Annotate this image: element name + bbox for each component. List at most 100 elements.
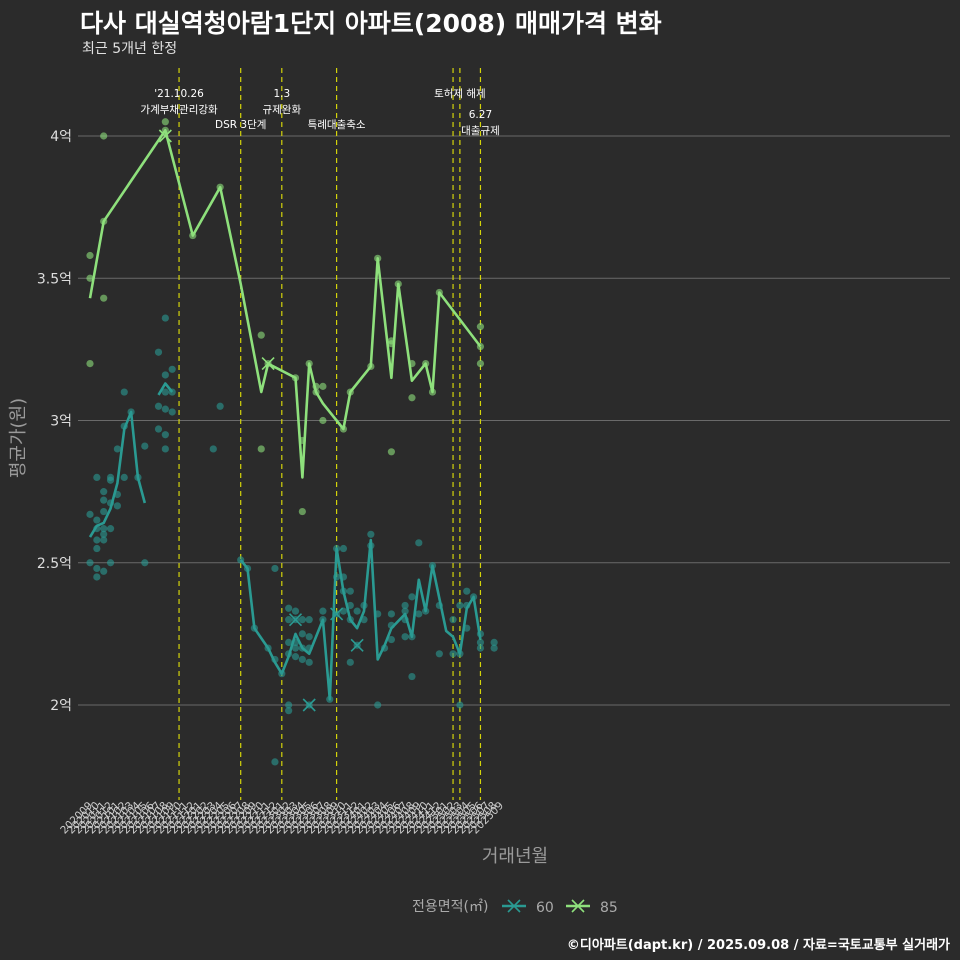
event-label: 대출규제 bbox=[461, 125, 500, 137]
data-point bbox=[106, 559, 115, 567]
cross-marker bbox=[350, 638, 364, 652]
y-tick-labels: 2억 2.5억 3억 3.5억 4억 bbox=[37, 129, 72, 714]
data-point bbox=[154, 348, 163, 356]
event-label: 토허제 해제 bbox=[434, 87, 486, 100]
data-point bbox=[435, 650, 443, 658]
data-point bbox=[291, 653, 300, 661]
data-point bbox=[408, 672, 416, 681]
data-point bbox=[100, 294, 108, 302]
y-tick-label: 4억 bbox=[50, 129, 72, 145]
event-label: 1.3 bbox=[273, 88, 290, 100]
data-point bbox=[463, 587, 471, 595]
data-point bbox=[161, 445, 169, 453]
data-point bbox=[209, 445, 217, 453]
y-axis-label: 평균가(원) bbox=[8, 398, 29, 478]
legend-swatch-cross bbox=[507, 899, 521, 913]
data-point bbox=[100, 488, 108, 496]
data-point bbox=[141, 559, 149, 567]
data-point bbox=[141, 442, 149, 450]
chart-subtitle: 최근 5개년 한정 bbox=[82, 41, 178, 57]
data-point bbox=[476, 360, 485, 368]
cross-marker bbox=[261, 357, 275, 371]
data-point bbox=[285, 604, 293, 612]
data-point bbox=[161, 405, 169, 413]
legend-label: 85 bbox=[600, 900, 618, 916]
data-point bbox=[271, 564, 279, 573]
data-point bbox=[339, 544, 348, 553]
legend-label: 60 bbox=[536, 900, 554, 916]
grid-lines bbox=[78, 135, 950, 706]
data-point bbox=[319, 416, 327, 425]
data-point bbox=[490, 644, 498, 652]
data-point bbox=[298, 655, 306, 664]
event-label: 6.27 bbox=[469, 109, 492, 121]
x-axis-label: 거래년월 bbox=[482, 846, 548, 867]
data-point bbox=[161, 314, 169, 322]
y-tick-label: 2.5억 bbox=[37, 556, 72, 572]
data-point bbox=[161, 118, 169, 126]
data-point bbox=[100, 536, 108, 544]
data-point bbox=[285, 616, 293, 624]
cross-marker bbox=[158, 129, 172, 143]
data-point bbox=[305, 658, 313, 666]
data-point bbox=[387, 610, 395, 618]
data-point bbox=[387, 448, 395, 456]
data-point bbox=[285, 701, 293, 709]
data-point bbox=[346, 658, 354, 666]
scatter-points bbox=[86, 118, 498, 766]
data-point bbox=[106, 476, 115, 484]
data-point bbox=[216, 402, 224, 410]
data-point bbox=[86, 274, 94, 282]
data-point bbox=[476, 323, 485, 331]
data-point bbox=[456, 701, 464, 709]
data-point bbox=[285, 707, 293, 715]
data-point bbox=[476, 644, 485, 652]
data-point bbox=[305, 633, 313, 641]
data-point bbox=[86, 251, 94, 260]
data-point bbox=[257, 445, 265, 453]
data-point bbox=[100, 507, 108, 516]
data-point bbox=[106, 525, 115, 533]
data-point bbox=[367, 530, 375, 538]
data-point bbox=[86, 559, 94, 567]
data-point bbox=[100, 496, 108, 504]
data-point bbox=[93, 544, 101, 553]
cross-markers bbox=[158, 129, 364, 712]
source-credit: ©디아파트(dapt.kr) / 2025.09.08 / 자료=국토교통부 실… bbox=[566, 938, 950, 953]
data-point bbox=[415, 610, 423, 618]
data-point bbox=[449, 616, 457, 624]
data-point bbox=[100, 567, 108, 575]
event-label: 규제완화 bbox=[262, 103, 301, 116]
y-tick-label: 2억 bbox=[50, 698, 72, 714]
data-point bbox=[120, 388, 128, 396]
event-label: '21.10.26 bbox=[154, 88, 204, 100]
data-point bbox=[86, 360, 94, 368]
data-point bbox=[93, 573, 101, 581]
data-point bbox=[319, 607, 327, 615]
data-point bbox=[161, 431, 169, 439]
series-line-85 bbox=[88, 129, 482, 479]
event-label: 특례대출축소 bbox=[308, 119, 366, 131]
legend-title: 전용면적(㎡) bbox=[412, 899, 488, 915]
cross-marker bbox=[330, 607, 344, 621]
data-point bbox=[346, 587, 354, 595]
data-point bbox=[285, 638, 293, 647]
data-point bbox=[298, 507, 306, 516]
data-point bbox=[319, 382, 327, 390]
data-point bbox=[120, 473, 128, 481]
data-point bbox=[374, 701, 382, 709]
data-point bbox=[415, 539, 423, 547]
data-point bbox=[257, 331, 265, 339]
legend-swatch-cross bbox=[571, 899, 585, 913]
data-point bbox=[100, 132, 108, 140]
data-point bbox=[305, 616, 313, 624]
data-point bbox=[449, 650, 457, 658]
data-point bbox=[93, 473, 101, 481]
series-lines bbox=[88, 129, 482, 701]
data-point bbox=[100, 525, 108, 533]
data-point bbox=[161, 371, 169, 379]
data-point bbox=[401, 601, 409, 610]
data-point bbox=[408, 593, 416, 601]
